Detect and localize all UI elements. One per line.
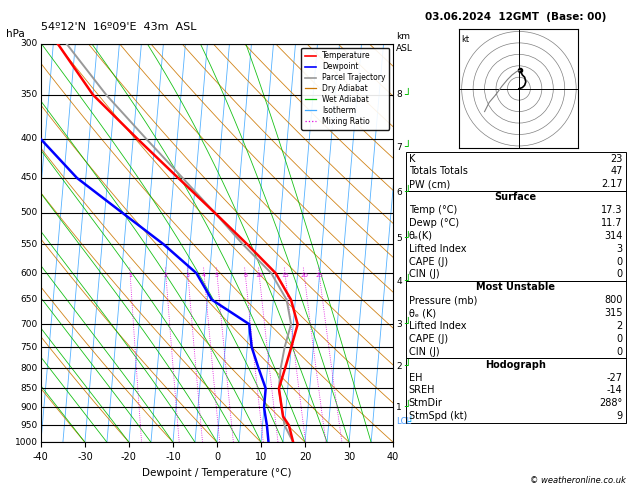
- Text: Hodograph: Hodograph: [486, 360, 546, 370]
- Text: Lifted Index: Lifted Index: [409, 321, 466, 331]
- Text: hPa: hPa: [6, 29, 25, 39]
- Text: 17.3: 17.3: [601, 205, 623, 215]
- Text: Surface: Surface: [495, 192, 537, 202]
- Text: 4: 4: [202, 273, 206, 278]
- Text: 350: 350: [21, 90, 38, 99]
- Text: Dewp (°C): Dewp (°C): [409, 218, 459, 228]
- Text: 288°: 288°: [599, 398, 623, 408]
- Text: Temp (°C): Temp (°C): [409, 205, 457, 215]
- Text: 500: 500: [21, 208, 38, 217]
- Text: 600: 600: [21, 269, 38, 278]
- Text: Most Unstable: Most Unstable: [476, 282, 555, 293]
- Text: -14: -14: [607, 385, 623, 396]
- Text: 5: 5: [215, 273, 219, 278]
- Text: 3: 3: [186, 273, 190, 278]
- Text: kt: kt: [462, 35, 470, 44]
- Text: 8: 8: [396, 90, 402, 99]
- Text: 300: 300: [21, 39, 38, 48]
- Text: 800: 800: [604, 295, 623, 305]
- Text: 550: 550: [21, 240, 38, 249]
- Text: ┘: ┘: [407, 417, 413, 427]
- Text: 450: 450: [21, 174, 38, 182]
- Text: ┘: ┘: [404, 142, 411, 152]
- Text: 47: 47: [610, 166, 623, 176]
- Text: 750: 750: [21, 343, 38, 351]
- Text: 2: 2: [616, 321, 623, 331]
- Text: EH: EH: [409, 372, 422, 382]
- Text: θₑ(K): θₑ(K): [409, 231, 433, 241]
- Text: Lifted Index: Lifted Index: [409, 243, 466, 254]
- Text: 1000: 1000: [14, 438, 38, 447]
- Text: 5: 5: [396, 234, 402, 243]
- Text: 2.17: 2.17: [601, 179, 623, 190]
- Text: 315: 315: [604, 308, 623, 318]
- Text: 700: 700: [21, 320, 38, 329]
- Text: 0: 0: [616, 334, 623, 344]
- Text: 950: 950: [21, 421, 38, 430]
- Text: K: K: [409, 154, 415, 164]
- Text: PW (cm): PW (cm): [409, 179, 450, 190]
- Text: 3: 3: [396, 320, 402, 329]
- Text: 2: 2: [164, 273, 168, 278]
- Text: 4: 4: [396, 277, 402, 286]
- Text: Pressure (mb): Pressure (mb): [409, 295, 477, 305]
- Text: 800: 800: [21, 364, 38, 373]
- Text: ASL: ASL: [396, 44, 413, 53]
- Text: 25: 25: [315, 273, 323, 278]
- Text: ┘: ┘: [404, 90, 411, 100]
- Text: ┘: ┘: [404, 361, 411, 371]
- Text: ┘: ┘: [404, 233, 411, 243]
- Text: CIN (J): CIN (J): [409, 347, 440, 357]
- Text: 0: 0: [616, 269, 623, 279]
- Text: 0: 0: [616, 257, 623, 267]
- Text: 1: 1: [396, 403, 402, 412]
- Text: LCL: LCL: [396, 417, 411, 426]
- Text: -27: -27: [607, 372, 623, 382]
- Text: 900: 900: [21, 403, 38, 412]
- Text: km: km: [396, 32, 410, 41]
- Text: StmSpd (kt): StmSpd (kt): [409, 411, 467, 421]
- X-axis label: Dewpoint / Temperature (°C): Dewpoint / Temperature (°C): [142, 468, 292, 478]
- Text: CAPE (J): CAPE (J): [409, 334, 448, 344]
- Text: 3: 3: [616, 243, 623, 254]
- Text: 20: 20: [300, 273, 308, 278]
- Text: 314: 314: [604, 231, 623, 241]
- Text: ┘: ┘: [404, 187, 411, 197]
- Text: 03.06.2024  12GMT  (Base: 00): 03.06.2024 12GMT (Base: 00): [425, 12, 606, 22]
- Text: CIN (J): CIN (J): [409, 269, 440, 279]
- Text: 8: 8: [243, 273, 247, 278]
- Text: 400: 400: [21, 135, 38, 143]
- Text: θₑ (K): θₑ (K): [409, 308, 436, 318]
- Text: 10: 10: [255, 273, 263, 278]
- Text: 0: 0: [616, 347, 623, 357]
- Text: 7: 7: [396, 142, 402, 152]
- Text: 15: 15: [281, 273, 289, 278]
- Text: 850: 850: [21, 384, 38, 393]
- Text: CAPE (J): CAPE (J): [409, 257, 448, 267]
- Text: © weatheronline.co.uk: © weatheronline.co.uk: [530, 476, 626, 485]
- Text: 6: 6: [396, 188, 402, 197]
- Text: Totals Totals: Totals Totals: [409, 166, 468, 176]
- Text: 11.7: 11.7: [601, 218, 623, 228]
- Legend: Temperature, Dewpoint, Parcel Trajectory, Dry Adiabat, Wet Adiabat, Isotherm, Mi: Temperature, Dewpoint, Parcel Trajectory…: [301, 48, 389, 130]
- Text: ┘: ┘: [404, 402, 411, 413]
- Text: ┘: ┘: [404, 319, 411, 329]
- Text: 54º12'N  16º09'E  43m  ASL: 54º12'N 16º09'E 43m ASL: [41, 21, 196, 32]
- Text: 650: 650: [21, 295, 38, 304]
- Text: 23: 23: [610, 154, 623, 164]
- Text: ┘: ┘: [404, 277, 411, 286]
- Text: StmDir: StmDir: [409, 398, 443, 408]
- Text: 9: 9: [616, 411, 623, 421]
- Text: 2: 2: [396, 362, 402, 371]
- Text: 1: 1: [128, 273, 132, 278]
- Text: SREH: SREH: [409, 385, 435, 396]
